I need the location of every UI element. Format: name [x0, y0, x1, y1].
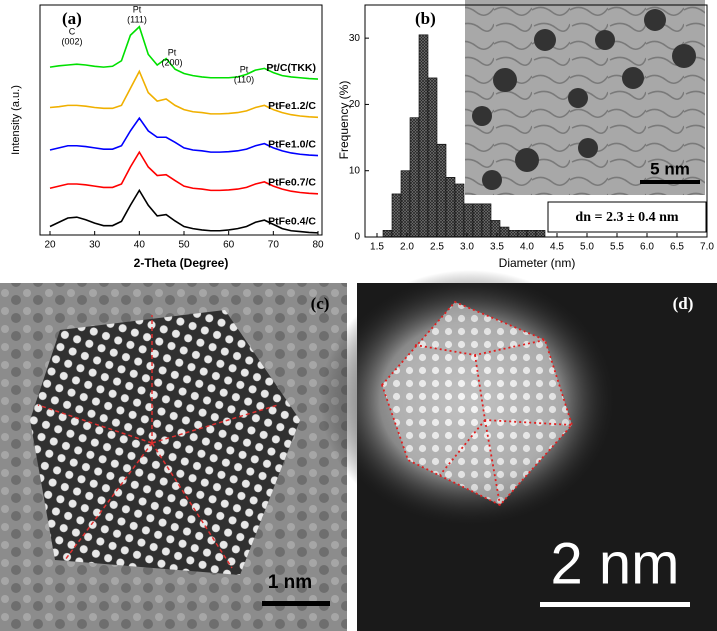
- x-tick-label: 6.5: [670, 242, 684, 253]
- x-tick-label: 60: [223, 240, 235, 251]
- x-tick-label: 20: [44, 240, 56, 251]
- panel-label: (b): [415, 9, 436, 28]
- twin-boundaries: [37, 315, 279, 569]
- plot-frame: [364, 4, 708, 238]
- peak-hkl: (111): [127, 14, 147, 24]
- nanoparticles: [472, 9, 696, 190]
- x-tick-label: 30: [89, 240, 101, 251]
- peak-hkl: (110): [234, 74, 254, 84]
- annotation: dn = 2.3 ± 0.4 nm: [575, 210, 679, 225]
- bar: [526, 230, 537, 238]
- panel-label: (d): [673, 294, 694, 313]
- x-tick-label: 40: [134, 240, 146, 251]
- series-label: PtFe1.2/C: [268, 100, 316, 112]
- annotation-box: [547, 201, 707, 233]
- x-tick-label: 7.0: [700, 242, 714, 253]
- x-tick-label: 1.5: [370, 242, 384, 253]
- series-line: [49, 25, 319, 80]
- bar: [508, 230, 519, 238]
- bar: [391, 193, 402, 238]
- panel-label: (c): [311, 294, 330, 313]
- series-line: [49, 188, 319, 234]
- scale-bar: [640, 180, 700, 184]
- scale-bar: [540, 602, 690, 607]
- peak-label: C: [69, 26, 76, 36]
- series-line: [49, 116, 319, 157]
- series-line: [49, 69, 319, 119]
- x-tick-label: 4.0: [520, 242, 534, 253]
- y-tick-label: 20: [349, 99, 361, 110]
- y-axis-label: Intensity (a.u.): [10, 85, 22, 155]
- series-label: Pt/C(TKK): [266, 62, 316, 74]
- y-tick-label: 30: [349, 33, 361, 44]
- series-label: PtFe0.4/C: [268, 216, 316, 228]
- bar: [427, 77, 438, 238]
- x-tick-label: 3.5: [490, 242, 504, 253]
- scale-label: 1 nm: [268, 572, 312, 593]
- scale-label: 2 nm: [551, 531, 680, 596]
- scale-bar: [262, 601, 330, 606]
- y-tick-label: 0: [354, 232, 360, 243]
- image-c: [0, 283, 347, 631]
- peak-label: Pt: [168, 47, 177, 57]
- peak-label: Pt: [240, 64, 249, 74]
- bar: [481, 203, 492, 238]
- x-axis-label: 2-Theta (Degree): [134, 256, 229, 270]
- x-tick-label: 5.0: [580, 242, 594, 253]
- bar: [499, 226, 510, 238]
- peak-hkl: (200): [161, 57, 182, 67]
- peak-hkl: (002): [61, 36, 82, 46]
- x-tick-label: 50: [178, 240, 190, 251]
- bar: [436, 143, 447, 238]
- bar: [535, 230, 546, 238]
- bar: [463, 203, 474, 238]
- bar: [472, 203, 483, 238]
- bar: [517, 230, 528, 238]
- y-tick-label: 10: [349, 165, 361, 176]
- bar: [445, 177, 456, 238]
- bar: [382, 230, 393, 238]
- series-label: PtFe0.7/C: [268, 177, 316, 189]
- panel-label: (a): [62, 9, 82, 28]
- x-tick-label: 6.0: [640, 242, 654, 253]
- particle: [30, 310, 300, 575]
- x-axis-label: Diameter (nm): [499, 256, 576, 270]
- x-tick-label: 2.0: [400, 242, 414, 253]
- image-d: [320, 270, 717, 631]
- peak-label: Pt: [133, 4, 142, 14]
- series-label: PtFe1.0/C: [268, 138, 316, 150]
- x-tick-label: 4.5: [550, 242, 564, 253]
- x-tick-label: 3.0: [460, 242, 474, 253]
- bar: [409, 117, 420, 238]
- x-tick-label: 70: [268, 240, 280, 251]
- x-tick-label: 5.5: [610, 242, 624, 253]
- bar: [454, 183, 465, 238]
- y-axis-label: Frequency (%): [337, 81, 351, 160]
- x-tick-label: 80: [312, 240, 324, 251]
- bar: [418, 34, 429, 238]
- x-tick-label: 2.5: [430, 242, 444, 253]
- inset-scale-label: 5 nm: [650, 159, 690, 178]
- series-line: [49, 150, 319, 195]
- particle: [382, 302, 572, 505]
- plot-frame: [39, 4, 323, 236]
- facet-lines: [380, 300, 574, 507]
- bar: [490, 220, 501, 238]
- bar: [400, 170, 411, 238]
